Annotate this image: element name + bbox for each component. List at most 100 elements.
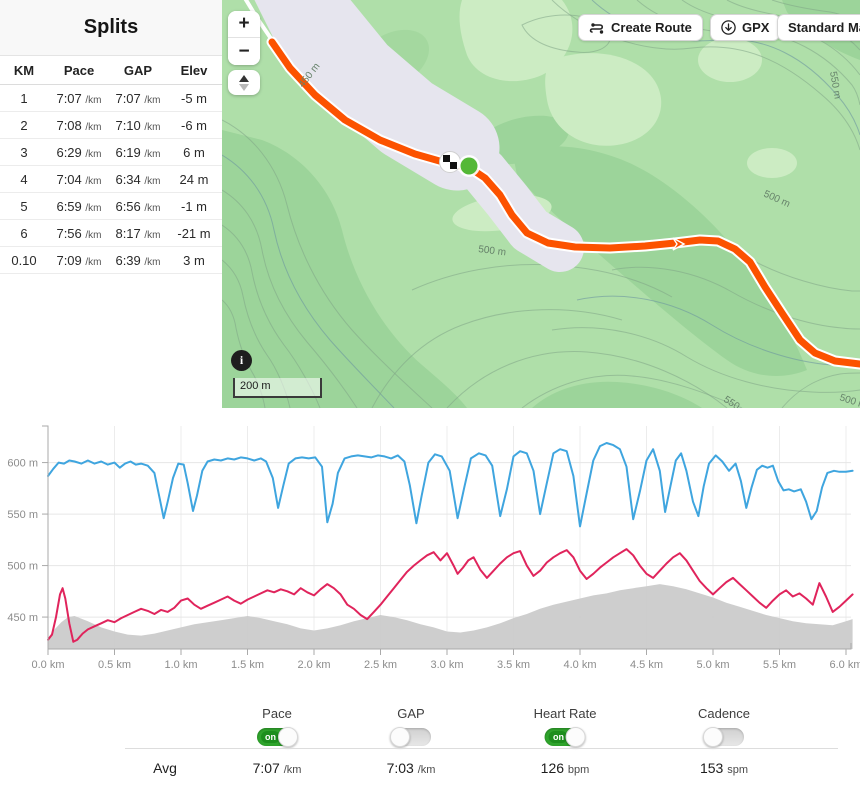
split-row[interactable]: 4 7:04 /km 6:34 /km 24 m [0, 166, 222, 193]
svg-text:450 m: 450 m [7, 612, 38, 624]
split-pace: 7:08 /km [56, 117, 102, 133]
split-elev: -1 m [181, 198, 207, 214]
split-km: 3 [20, 144, 28, 160]
split-pace: 7:09 /km [56, 252, 102, 268]
split-elev: -21 m [177, 225, 211, 241]
metric-column: GAP on [390, 706, 431, 747]
svg-text:3.5 km: 3.5 km [497, 659, 530, 671]
split-gap: 6:56 /km [115, 198, 161, 214]
split-km: 5 [20, 198, 28, 214]
metric-column: Cadence on [697, 706, 751, 747]
series-elevation [48, 584, 853, 649]
split-gap: 6:19 /km [115, 144, 161, 160]
toggle-knob [390, 727, 410, 747]
map-attribution-info-button[interactable]: i [231, 350, 252, 371]
splits-table-body: 1 7:07 /km 7:07 /km -5 m 2 7:08 /km 7:10… [0, 85, 222, 274]
metric-column: Heart Rate on [533, 706, 597, 747]
route-icon [589, 22, 604, 34]
toggle-knob [278, 727, 298, 747]
split-elev: 24 m [179, 171, 209, 187]
svg-text:2.5 km: 2.5 km [364, 659, 397, 671]
split-elev: 3 m [183, 252, 205, 268]
finish-marker[interactable] [439, 151, 461, 173]
metric-toggle[interactable]: on [545, 727, 586, 747]
split-row[interactable]: 1 7:07 /km 7:07 /km -5 m [0, 85, 222, 112]
splits-title: Splits [0, 0, 222, 56]
split-gap: 8:17 /km [115, 225, 161, 241]
splits-col-km: KM [13, 62, 35, 78]
create-route-label: Create Route [611, 20, 692, 35]
map-tilt-button[interactable] [228, 70, 260, 95]
metric-label: GAP [397, 706, 425, 721]
splits-col-pace: Pace [63, 62, 95, 78]
toggle-knob [702, 727, 723, 747]
toggle-knob [566, 727, 586, 747]
splits-header: KM Pace GAP Elev [0, 56, 222, 85]
svg-text:4.5 km: 4.5 km [630, 659, 663, 671]
splits-col-gap: GAP [123, 62, 153, 78]
svg-text:3.0 km: 3.0 km [430, 659, 463, 671]
toggle-on-text: on [549, 731, 568, 743]
svg-text:6.0 km: 6.0 km [829, 659, 860, 671]
split-gap: 6:34 /km [115, 171, 161, 187]
split-pace: 6:29 /km [56, 144, 102, 160]
metric-toggle[interactable]: on [390, 727, 431, 747]
split-gap: 7:10 /km [115, 117, 161, 133]
start-marker[interactable] [458, 155, 480, 177]
metric-toggle[interactable]: on [257, 727, 298, 747]
create-route-button[interactable]: Create Route [578, 14, 703, 41]
avg-value: 7:07 /km [252, 760, 302, 776]
split-elev: -5 m [181, 90, 207, 106]
svg-text:0.0 km: 0.0 km [31, 659, 64, 671]
activity-route[interactable] [268, 38, 860, 368]
svg-text:600 m: 600 m [7, 458, 38, 470]
svg-text:500 m: 500 m [478, 244, 507, 258]
avg-value: 153 spm [699, 760, 749, 776]
svg-text:0.5 km: 0.5 km [98, 659, 131, 671]
split-km: 0.10 [11, 252, 37, 268]
split-row[interactable]: 2 7:08 /km 7:10 /km -6 m [0, 112, 222, 139]
split-row[interactable]: 6 7:56 /km 8:17 /km -21 m [0, 220, 222, 247]
metric-toggle[interactable]: on [702, 727, 744, 747]
svg-text:1.5 km: 1.5 km [231, 659, 264, 671]
info-icon: i [239, 353, 244, 367]
metric-label: Heart Rate [533, 706, 597, 721]
avg-row-divider [125, 748, 838, 749]
svg-text:550 m: 550 m [7, 509, 38, 521]
toggle-on-text: on [261, 731, 280, 743]
split-km: 6 [20, 225, 28, 241]
map-style-selector[interactable]: Standard Map [777, 14, 860, 41]
metric-column: Pace on [257, 706, 298, 747]
splits-panel: Splits KM Pace GAP Elev 1 7:07 /km 7:07 … [0, 0, 222, 274]
split-row[interactable]: 0.10 7:09 /km 6:39 /km 3 m [0, 247, 222, 274]
svg-text:500 m: 500 m [838, 392, 860, 408]
metric-label: Cadence [697, 706, 751, 721]
map-canvas[interactable]: 450 m 500 m 500 m 550 m 550 500 m + − Create … [222, 0, 860, 408]
splits-col-elev: Elev [180, 62, 208, 78]
split-gap: 6:39 /km [115, 252, 161, 268]
svg-text:2.0 km: 2.0 km [297, 659, 330, 671]
series-heart-rate [47, 548, 854, 643]
svg-text:500 m: 500 m [7, 561, 38, 573]
avg-value: 7:03 /km [386, 760, 436, 776]
elevation-pace-hr-chart[interactable]: 450 m 500 m 550 m 600 m 0.0 km 0.5 km 1.0 km 1.… [0, 413, 860, 685]
split-row[interactable]: 5 6:59 /km 6:56 /km -1 m [0, 193, 222, 220]
svg-text:4.0 km: 4.0 km [563, 659, 596, 671]
zoom-in-button[interactable]: + [228, 11, 260, 38]
gpx-label: GPX [742, 20, 770, 35]
tilt-down-icon [239, 83, 249, 91]
map-style-label: Standard Map [788, 20, 860, 35]
map-scale-bar: 200 m [233, 378, 322, 398]
split-row[interactable]: 3 6:29 /km 6:19 /km 6 m [0, 139, 222, 166]
metric-label: Pace [262, 706, 292, 721]
split-elev: 6 m [183, 144, 205, 160]
split-pace: 7:56 /km [56, 225, 102, 241]
scale-bar-label: 200 m [240, 380, 271, 392]
split-pace: 7:04 /km [56, 171, 102, 187]
map-zoom-controls: + − [228, 11, 260, 65]
avg-row-label: Avg [153, 760, 177, 776]
gpx-download-button[interactable]: GPX [710, 14, 781, 41]
zoom-out-button[interactable]: − [228, 38, 260, 65]
svg-text:1.0 km: 1.0 km [164, 659, 197, 671]
